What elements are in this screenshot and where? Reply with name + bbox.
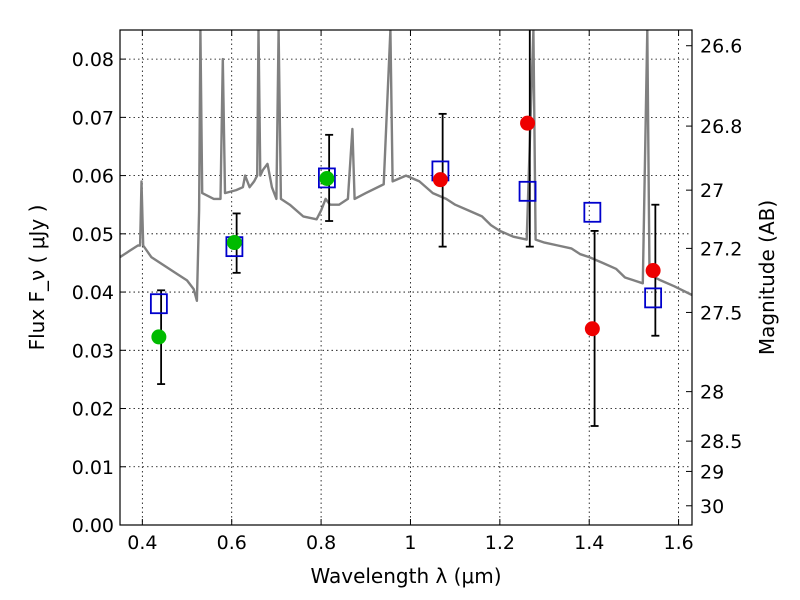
model-photometry-point [518,180,537,202]
right-axis-title: Magnitude (AB) [755,200,779,355]
y-tick-label: 0.08 [72,49,114,71]
x-axis-title: Wavelength λ (μm) [310,564,501,588]
mag-tick-label: 26.6 [700,36,742,58]
x-tick-label: 0.6 [217,532,247,554]
y-tick-label: 0.07 [72,107,114,129]
mag-tick-label: 28.5 [700,431,742,453]
y-tick-label: 0.02 [72,399,114,421]
y-tick-label: 0.05 [72,224,114,246]
x-tick-label: 1.2 [485,532,515,554]
grid-lines [120,30,692,526]
y-tick-label: 0.01 [72,457,114,479]
mag-tick-label: 27.2 [700,238,742,260]
model-spectrum [120,30,692,302]
model-photometry-point [644,287,663,309]
x-tick-label: 1.6 [663,532,693,554]
observed-point-red [584,321,600,337]
observed-point-red [432,172,448,188]
data-points [149,115,663,345]
y-tick-label: 0.04 [72,282,114,304]
model-photometry-point [318,167,336,189]
mag-tick-label: 28 [700,382,724,404]
mag-tick-label: 29 [700,461,724,483]
plot-frame [119,29,693,526]
y-axis-title: Flux F_ν ( μJy ) [25,205,49,351]
observed-point-green [319,171,335,186]
model-photometry-point [149,293,168,315]
x-tick-label: 0.4 [127,532,157,554]
mag-tick-label: 27 [700,180,724,202]
model-photometry-point [583,201,602,223]
mag-tick-label: 30 [700,496,724,518]
observed-point-red [645,263,661,279]
observed-point-green [226,235,242,251]
y-tick-label: 0.06 [72,166,114,188]
observed-point-green [151,329,167,345]
mag-tick-label: 27.5 [700,302,742,324]
y-tick-label: 0.03 [72,340,114,362]
observed-point-red [520,115,536,131]
error-bars [157,30,660,427]
x-tick-label: 1 [404,532,416,554]
y-tick-label: 0.00 [72,515,114,537]
x-tick-label: 0.8 [306,532,336,554]
x-tick-label: 1.4 [574,532,604,554]
spectrum-line [120,30,692,302]
mag-tick-label: 26.8 [700,116,742,138]
axis-ticks: 0.4 0.6 0.8 1 1.2 1.4 1.6 0.00 0.01 0.02 0.03 0.04 0… [72,30,742,554]
